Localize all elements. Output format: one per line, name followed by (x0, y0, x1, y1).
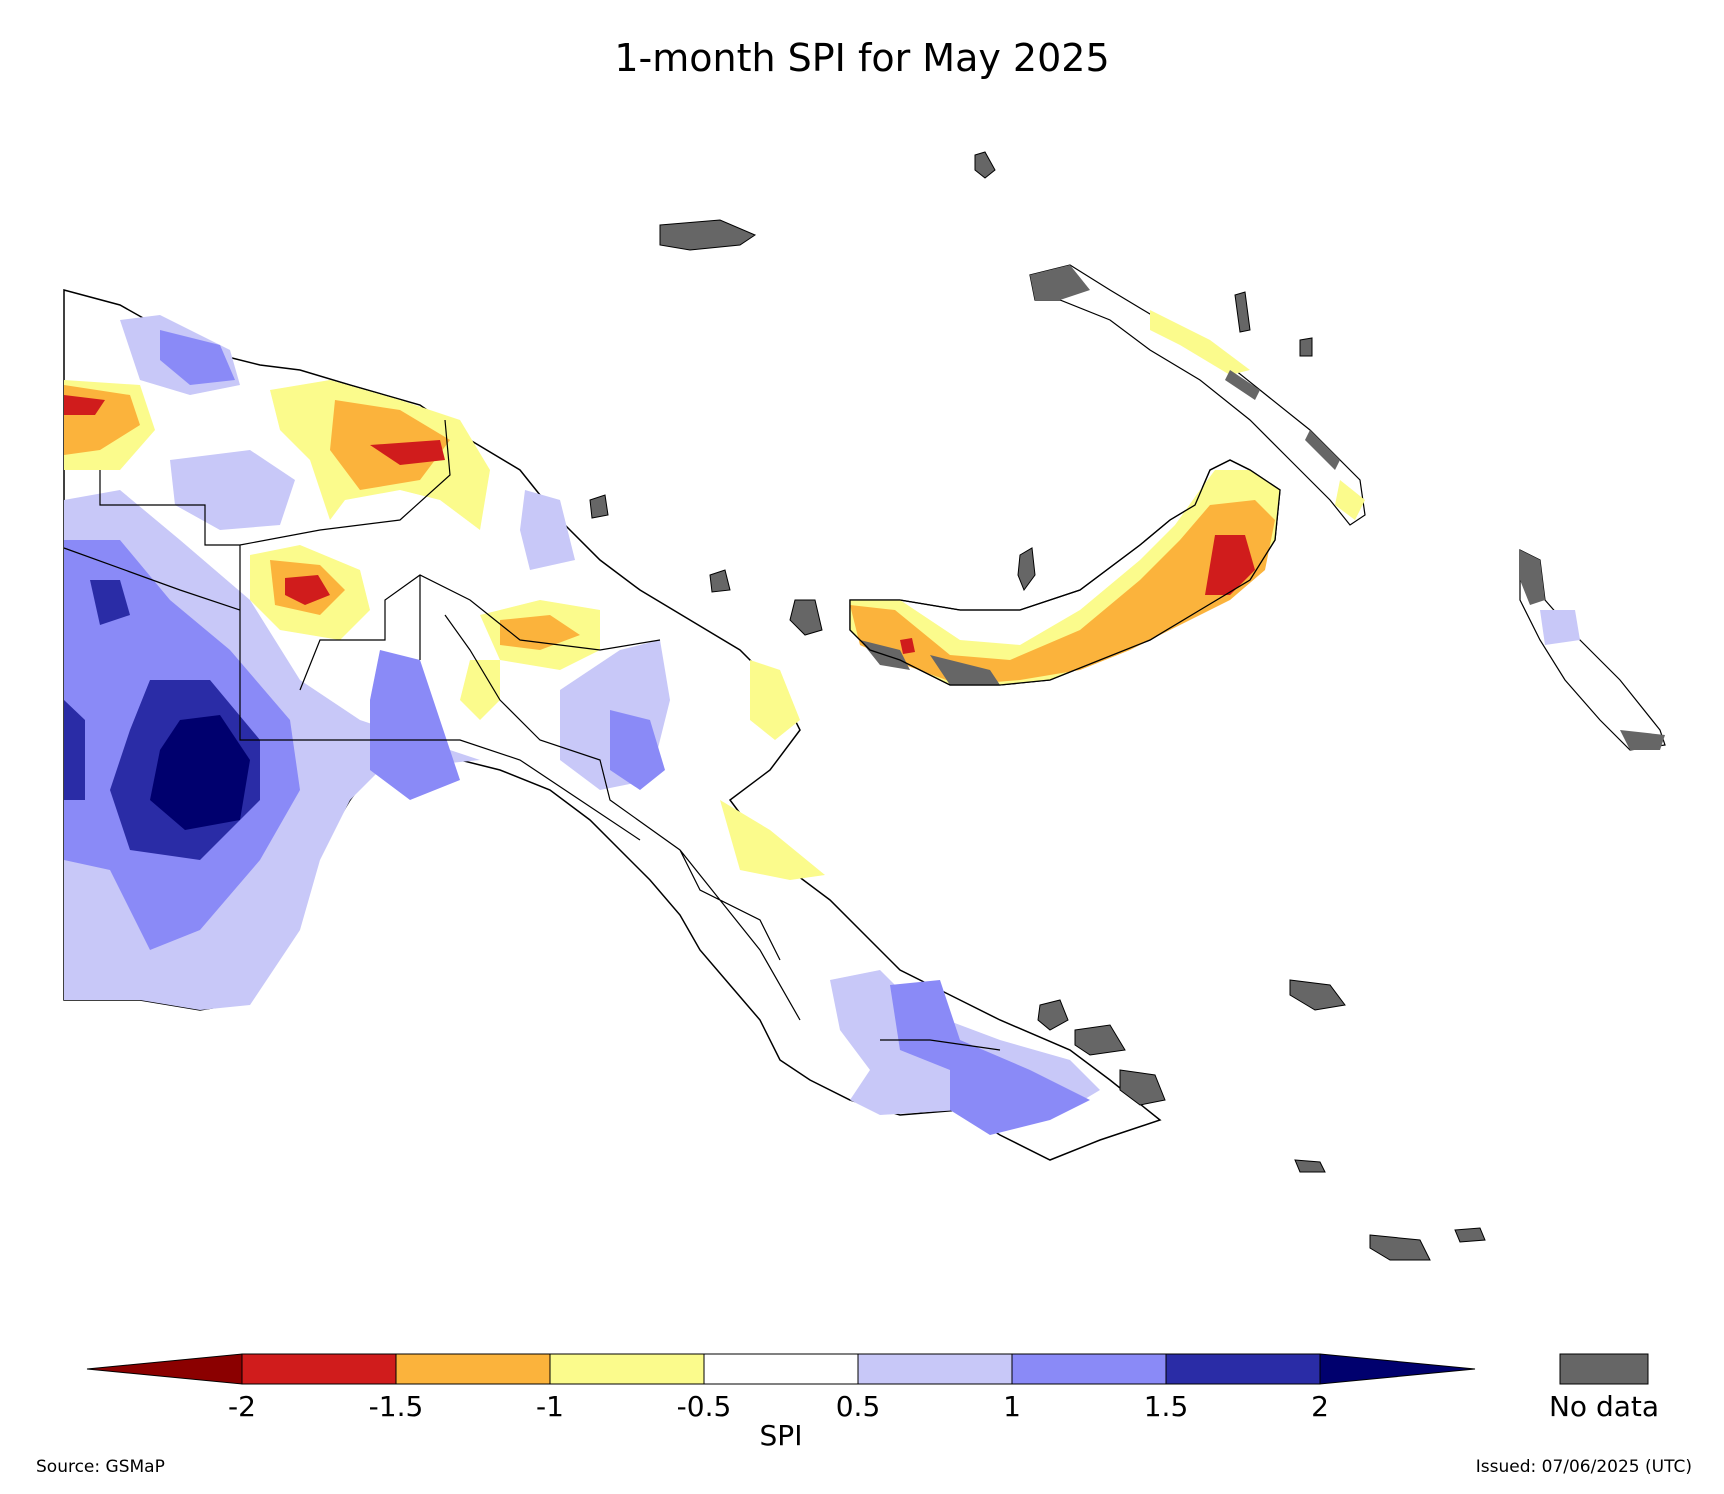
no-data-label: No data (1549, 1390, 1659, 1423)
island-fergusson (1074, 1024, 1126, 1056)
colorbar-label: SPI (760, 1419, 803, 1452)
island-small-north (974, 151, 996, 179)
spi-region-medium-blue-north (160, 330, 235, 385)
island-small-1 (589, 494, 609, 519)
spi-region-dark-blue-northwest (90, 580, 130, 625)
island-small-3 (789, 599, 823, 636)
spi-region-red-central (285, 575, 330, 605)
province-borders (63, 419, 1001, 1051)
new-ireland-nodata-mid (1225, 370, 1260, 400)
colorbar-tick-label: 1.5 (1144, 1390, 1189, 1423)
spi-region-yellow-coast (750, 660, 800, 740)
issued-note: Issued: 07/06/2025 (UTC) (1475, 1457, 1692, 1477)
colorbar-bin-7 (1165, 1353, 1321, 1385)
spi-region-yellow-south (720, 800, 825, 880)
new-ireland-nodata-east (1305, 430, 1340, 470)
spi-region-dark-blue-edge (64, 700, 85, 800)
new-britain-nodata (860, 640, 1000, 685)
new-ireland-yellow-tip (1335, 480, 1365, 520)
no-data-swatch (1559, 1353, 1649, 1385)
colorbar-tick-label: -1.5 (369, 1390, 424, 1423)
island-manus (659, 219, 757, 251)
island-goodenough (1037, 999, 1069, 1031)
colorbar-tick-label: -0.5 (677, 1390, 732, 1423)
spi-region-red-northwest (64, 395, 105, 415)
colorbar-bin-1 (241, 1353, 397, 1385)
new-ireland-yellow (1150, 310, 1250, 375)
island-rossel (1454, 1227, 1486, 1243)
spi-region-yellow-highlands (460, 660, 500, 720)
colorbar-bin-5 (857, 1353, 1013, 1385)
colorbar-bin-6 (1011, 1353, 1167, 1385)
island-woodlark (1294, 1159, 1326, 1173)
bougainville-nodata (1520, 550, 1665, 750)
colorbar-tick-label: 2 (1311, 1390, 1329, 1423)
colorbar-tick-label: -2 (228, 1390, 256, 1423)
spi-region-medium-blue-central (370, 650, 460, 800)
colorbar-tick-label: -1 (536, 1390, 564, 1423)
bougainville-light-blue (1540, 610, 1580, 645)
island-small-4 (1017, 547, 1036, 592)
spi-region-red-north (370, 440, 445, 465)
spi-region-orange-east (500, 615, 580, 650)
source-note: Source: GSMaP (36, 1457, 165, 1477)
colorbar-extend-low (86, 1353, 243, 1385)
spi-region-light-blue-central (170, 450, 295, 530)
colorbar-bin-3 (549, 1353, 705, 1385)
new-britain-red-west (900, 638, 915, 654)
island-small-5 (1234, 291, 1251, 333)
colorbar-tick-label: 1 (1003, 1390, 1021, 1423)
spi-region-medium-blue-papua (890, 980, 1090, 1135)
colorbar-extend-high (1319, 1353, 1476, 1385)
island-normanby (1119, 1069, 1166, 1106)
islands (589, 151, 1666, 1261)
spi-region-very-dark-blue (150, 715, 250, 830)
new-britain-red-east (1205, 535, 1255, 595)
colorbar-bin-2 (395, 1353, 551, 1385)
island-small-6 (1299, 337, 1313, 357)
mainland (63, 289, 1162, 1161)
new-ireland-nodata-west (1030, 265, 1090, 300)
island-new-ireland (1029, 264, 1366, 526)
no-data-legend: No data (1549, 1353, 1659, 1423)
map-title: 1-month SPI for May 2025 (614, 36, 1110, 80)
spi-region-light-blue-east (520, 490, 575, 570)
island-misima (1369, 1234, 1431, 1261)
colorbar-tick-label: 0.5 (836, 1390, 881, 1423)
colorbar: -2 -1.5 -1 -0.5 0.5 1 1.5 2 SPI (86, 1353, 1476, 1452)
island-small-2 (709, 569, 731, 593)
spi-region-medium-blue-highlands (610, 710, 665, 790)
new-britain-orange (850, 500, 1275, 685)
new-britain-outline (849, 459, 1281, 686)
colorbar-bin-4 (703, 1353, 859, 1385)
island-trobriand (1289, 979, 1346, 1011)
